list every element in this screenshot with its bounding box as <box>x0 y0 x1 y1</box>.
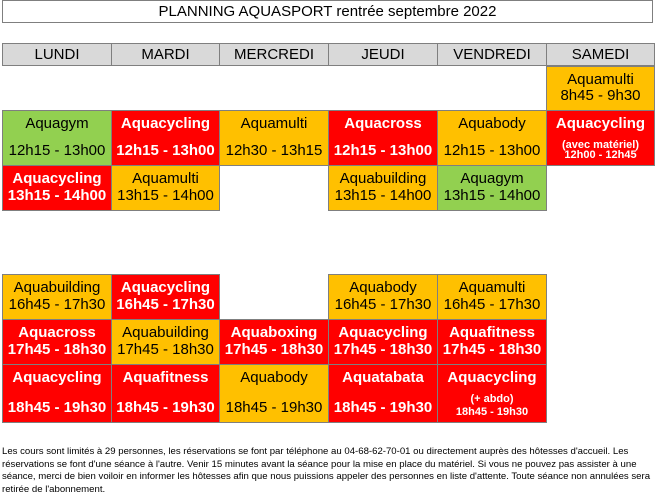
session-cell: Aquamulti 16h45 - 17h30 <box>437 274 547 320</box>
session-name: Aquabody <box>240 369 308 386</box>
session-time: 17h45 - 18h30 <box>333 341 433 358</box>
session-name: Aquacycling <box>12 170 102 187</box>
session-name: Aquamulti <box>132 170 199 187</box>
session-name: Aquacycling <box>120 115 211 132</box>
session-time: 13h15 - 14h00 <box>7 187 107 204</box>
session-name: Aquacycling <box>12 369 102 386</box>
session-cell: Aquamulti 12h30 - 13h15 <box>219 110 329 166</box>
session-name: Aquafitness <box>449 324 535 341</box>
session-time: 17h45 - 18h30 <box>7 341 107 358</box>
session-cell: Aquacycling 16h45 - 17h30 <box>111 274 220 320</box>
session-time: 17h45 - 18h30 <box>224 341 324 358</box>
session-name: Aquafitness <box>122 369 209 386</box>
session-cell: Aquabody 18h45 - 19h30 <box>219 364 329 423</box>
session-name: Aquaboxing <box>230 324 318 341</box>
session-cell: Aquagym 13h15 - 14h00 <box>437 165 547 211</box>
session-name: Aquamulti <box>240 115 308 132</box>
session-time: 17h45 - 18h30 <box>117 341 214 358</box>
session-cell: Aquacross 12h15 - 13h00 <box>328 110 438 166</box>
session-name: Aquacycling <box>447 369 537 386</box>
session-cell: Aquafitness 17h45 - 18h30 <box>437 319 547 365</box>
session-time: 12h15 - 13h00 <box>333 142 433 159</box>
session-time: 18h45 - 19h30 <box>225 399 323 416</box>
session-subtitle: (+ abdo) <box>470 393 514 405</box>
session-time: 13h15 - 14h00 <box>443 187 541 204</box>
session-cell: Aquabody 12h15 - 13h00 <box>437 110 547 166</box>
session-cell: Aquamulti 8h45 - 9h30 <box>546 66 655 111</box>
session-name: Aquacycling <box>338 324 428 341</box>
session-time: 17h45 - 18h30 <box>442 341 542 358</box>
session-cell: Aquaboxing 17h45 - 18h30 <box>219 319 329 365</box>
session-cell: Aquafitness 18h45 - 19h30 <box>111 364 220 423</box>
session-name: Aquabody <box>458 115 526 132</box>
session-time: 12h15 - 13h00 <box>8 142 106 159</box>
session-name: Aquabody <box>349 279 417 296</box>
session-cell: Aquatabata 18h45 - 19h30 <box>328 364 438 423</box>
session-name: Aquabuilding <box>339 170 427 187</box>
session-time: 12h00 - 12h45 <box>564 149 637 161</box>
session-time: 16h45 - 17h30 <box>8 296 106 313</box>
session-cell: Aquacycling 13h15 - 14h00 <box>2 165 112 211</box>
session-cell: Aquacross 17h45 - 18h30 <box>2 319 112 365</box>
session-time: 16h45 - 17h30 <box>334 296 432 313</box>
session-cell: Aquabuilding 13h15 - 14h00 <box>328 165 438 211</box>
session-time: 18h45 - 19h30 <box>116 399 215 416</box>
session-cell: Aquacycling 12h15 - 13h00 <box>111 110 220 166</box>
planning-table: PLANNING AQUASPORT rentrée septembre 202… <box>2 0 655 423</box>
session-cell: Aquacycling (+ abdo) 18h45 - 19h30 <box>437 364 547 423</box>
session-name: Aquacycling <box>120 279 211 296</box>
day-header-mercredi: MERCREDI <box>219 43 329 66</box>
session-name: Aquacross <box>344 115 422 132</box>
session-name: Aquabuilding <box>13 279 101 296</box>
day-header-jeudi: JEUDI <box>328 43 438 66</box>
session-cell: Aquabuilding 17h45 - 18h30 <box>111 319 220 365</box>
session-time: 18h45 - 19h30 <box>455 406 529 418</box>
session-name: Aquabuilding <box>122 324 209 341</box>
session-time: 18h45 - 19h30 <box>7 399 107 416</box>
page-title: PLANNING AQUASPORT rentrée septembre 202… <box>2 0 653 23</box>
session-time: 16h45 - 17h30 <box>116 296 215 313</box>
session-time: 16h45 - 17h30 <box>443 296 541 313</box>
session-cell: Aquacycling 18h45 - 19h30 <box>2 364 112 423</box>
session-name: Aquacross <box>18 324 96 341</box>
session-name: Aquagym <box>25 115 89 132</box>
day-header-lundi: LUNDI <box>2 43 112 66</box>
session-name: Aquagym <box>460 170 524 187</box>
day-header-vendredi: VENDREDI <box>437 43 547 66</box>
session-name: Aquamulti <box>458 279 526 296</box>
session-cell: Aquabuilding 16h45 - 17h30 <box>2 274 112 320</box>
session-time: 13h15 - 14h00 <box>334 187 432 204</box>
session-name: Aquatabata <box>342 369 424 386</box>
session-time: 12h15 - 13h00 <box>443 142 541 159</box>
session-cell: Aquamulti 13h15 - 14h00 <box>111 165 220 211</box>
session-cell: Aquacycling 17h45 - 18h30 <box>328 319 438 365</box>
session-cell: Aquacycling (avec matériel) 12h00 - 12h45 <box>546 110 655 166</box>
reservation-note: Les cours sont limités à 29 personnes, l… <box>2 446 651 495</box>
session-time: 12h30 - 13h15 <box>225 142 323 159</box>
session-name: Aquamulti <box>567 71 634 88</box>
session-cell: Aquabody 16h45 - 17h30 <box>328 274 438 320</box>
session-time: 13h15 - 14h00 <box>117 187 214 204</box>
session-time: 18h45 - 19h30 <box>333 399 433 416</box>
day-header-samedi: SAMEDI <box>546 43 655 66</box>
day-header-mardi: MARDI <box>111 43 220 66</box>
session-time: 12h15 - 13h00 <box>116 142 215 159</box>
session-name: Aquacycling <box>555 115 646 132</box>
session-time: 8h45 - 9h30 <box>560 87 641 104</box>
session-cell: Aquagym 12h15 - 13h00 <box>2 110 112 166</box>
session-subtitle: (avec matériel) <box>561 139 640 151</box>
